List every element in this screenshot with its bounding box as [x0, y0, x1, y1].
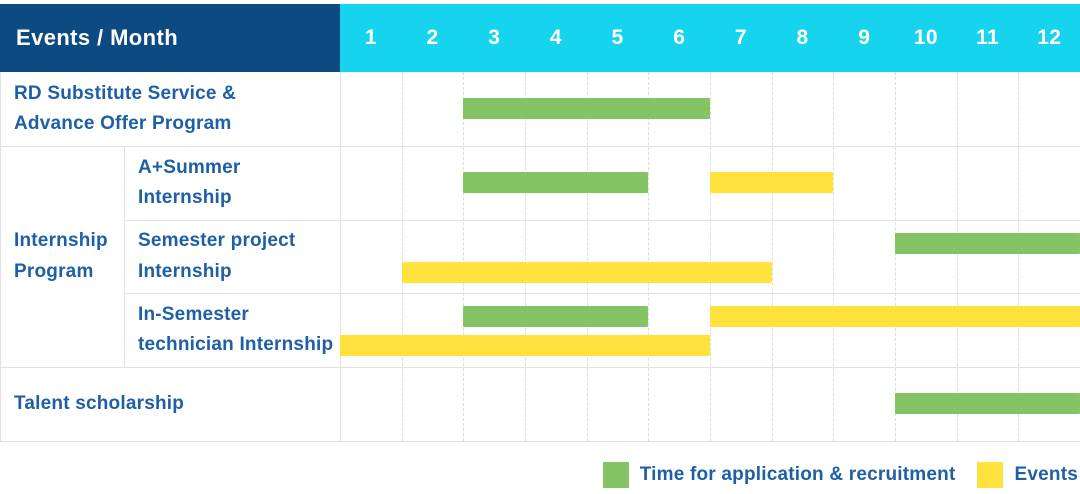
month-gridline-11 [1018, 72, 1020, 441]
month-header-3: 3 [488, 26, 501, 49]
row-label-semester-project: Semester project Internship [124, 220, 340, 293]
gantt-bar-recruitment [895, 232, 1080, 254]
month-header-2: 2 [426, 26, 439, 49]
gantt-bar-events [401, 261, 772, 283]
gantt-bar-recruitment [463, 306, 649, 328]
row-label-text: Talent scholarship [14, 392, 185, 414]
month-gridline-9 [895, 72, 896, 441]
header-months-row: 1 2 3 4 5 6 7 8 9 10 11 12 [340, 4, 1080, 72]
legend-swatch-events-icon [977, 462, 1004, 488]
month-header-1: 1 [364, 26, 377, 49]
month-header-6: 6 [673, 26, 686, 49]
gantt-bar-recruitment [895, 393, 1080, 415]
group-label-internship-program: Internship Program [0, 146, 124, 367]
legend-item-recruitment: Time for application & recruitment [602, 462, 956, 488]
row-label-text: Semester project Internship [138, 230, 296, 282]
month-header-12: 12 [1037, 26, 1062, 49]
month-gridline-2 [463, 72, 465, 441]
legend-label-events: Events [1014, 464, 1078, 485]
row-label-talent-scholarship: Talent scholarship [0, 367, 340, 441]
legend-swatch-recruitment-icon [602, 462, 629, 488]
row-label-rd-substitute: RD Substitute Service & Advance Offer Pr… [0, 72, 340, 146]
legend: Time for application & recruitment Event… [602, 460, 1078, 490]
month-header-7: 7 [734, 26, 747, 49]
row-label-text: RD Substitute Service & Advance Offer Pr… [14, 82, 237, 134]
gantt-bar-recruitment [463, 98, 710, 119]
month-header-11: 11 [976, 26, 999, 49]
label-chart-divider [340, 72, 341, 441]
legend-item-events: Events [977, 462, 1078, 488]
table-bottom-border [0, 441, 1080, 442]
header-corner-label: Events / Month [16, 25, 179, 50]
group-label-text: Internship Program [14, 230, 108, 282]
month-gridline-4 [586, 72, 588, 441]
month-header-8: 8 [796, 26, 809, 49]
month-gridline-6 [710, 72, 711, 441]
legend-label-recruitment: Time for application & recruitment [639, 464, 956, 485]
row-label-text: In-Semester technician Internship [138, 303, 334, 355]
header-corner: Events / Month [0, 4, 340, 72]
month-gridline-8 [833, 72, 835, 441]
month-gridline-5 [648, 72, 650, 441]
month-gridline-10 [956, 72, 958, 441]
gantt-bar-events [710, 306, 1080, 328]
gantt-bar-recruitment [463, 171, 649, 193]
row-label-a-plus-summer: A+Summer Internship [124, 146, 340, 220]
row-label-text: A+Summer Internship [138, 156, 241, 208]
month-gridline-3 [525, 72, 526, 441]
row-label-in-semester-technician: In-Semester technician Internship [124, 293, 340, 367]
month-header-4: 4 [549, 26, 562, 49]
month-header-5: 5 [611, 26, 624, 49]
month-gridline-7 [771, 72, 773, 441]
month-header-10: 10 [913, 26, 938, 49]
month-header-9: 9 [858, 26, 871, 49]
gantt-bar-events [710, 171, 834, 193]
gantt-bar-events [340, 335, 710, 357]
month-gridline-1 [401, 72, 403, 441]
